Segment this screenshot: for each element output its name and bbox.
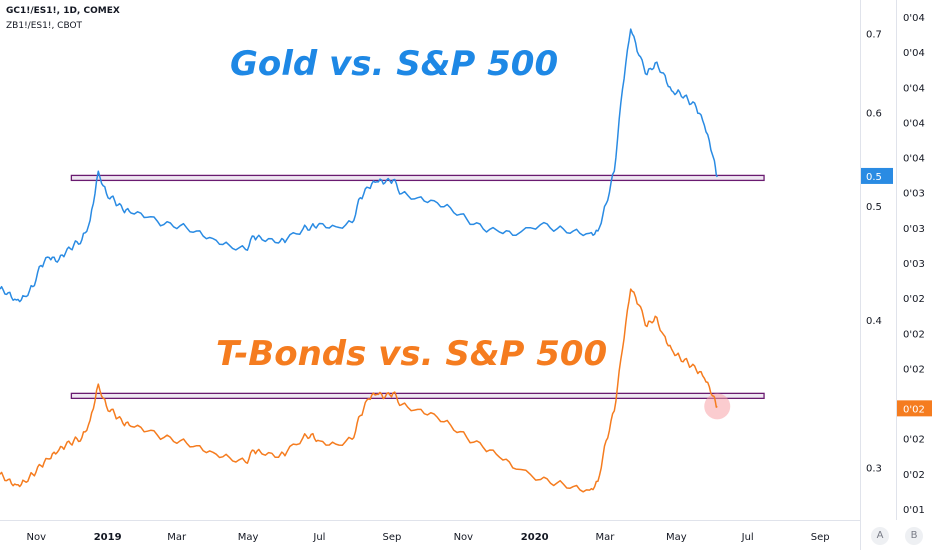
- x-tick-label: Sep: [383, 532, 402, 543]
- x-tick-label: May: [238, 532, 259, 543]
- y2-tick-label: 0'04: [903, 118, 925, 129]
- gold-last-value-badge: [861, 167, 893, 184]
- y2-tick-label: 0'02: [903, 435, 925, 446]
- series-line-bonds: [0, 288, 718, 493]
- y2-tick-label: 0'02: [903, 294, 925, 305]
- x-tick-label: Nov: [27, 532, 47, 543]
- y2-tick-label: 0'03: [903, 189, 925, 200]
- x-tick-label: May: [666, 532, 687, 543]
- x-tick-label: Sep: [811, 532, 830, 543]
- x-tick-label: Nov: [454, 532, 474, 543]
- x-tick-label: Mar: [167, 532, 187, 543]
- x-tick-label: 2019: [94, 532, 122, 543]
- y2-tick-label: 0'04: [903, 13, 925, 24]
- x-tick-label: Mar: [595, 532, 615, 543]
- bonds-last-value-badge: [897, 400, 932, 417]
- bonds-annotation-title: T-Bonds vs. S&P 500: [216, 334, 608, 374]
- y2-tick-label: 0'02: [903, 470, 925, 481]
- log-scale-button[interactable]: B: [905, 527, 923, 545]
- symbol-label-secondary: ZB1!/ES1!, CBOT: [6, 21, 83, 31]
- y-tick-label: 0.5: [866, 202, 882, 213]
- y2-tick-label: 0'01: [903, 505, 925, 516]
- y2-tick-label: 0'02: [903, 364, 925, 375]
- auto-scale-button[interactable]: A: [871, 527, 889, 545]
- series-line-gold: [0, 28, 718, 303]
- y2-tick-label: 0'02: [903, 329, 925, 340]
- y2-tick-label: 0'03: [903, 224, 925, 235]
- y-tick-label: 0.4: [866, 316, 882, 327]
- x-tick-label: Jul: [741, 532, 754, 543]
- y2-tick-label: 0'04: [903, 48, 925, 59]
- y2-tick-label: 0'04: [903, 83, 925, 94]
- y2-tick-label: 0'03: [903, 259, 925, 270]
- y-tick-label: 0.3: [866, 463, 882, 474]
- x-tick-label: 2020: [521, 532, 549, 543]
- support-line-1: [70, 174, 765, 182]
- y-tick-label: 0.7: [866, 29, 882, 40]
- y-tick-label: 0.6: [866, 108, 882, 119]
- gold-last-value-label: 0.5: [866, 172, 882, 183]
- y2-tick-label: 0'04: [903, 154, 925, 165]
- x-tick-label: Jul: [312, 532, 325, 543]
- gold-annotation-title: Gold vs. S&P 500: [230, 44, 559, 84]
- symbol-label-primary: GC1!/ES1!, 1D, COMEX: [6, 6, 120, 16]
- support-line-2: [70, 392, 765, 400]
- bonds-last-value-label: 0'02: [903, 404, 925, 415]
